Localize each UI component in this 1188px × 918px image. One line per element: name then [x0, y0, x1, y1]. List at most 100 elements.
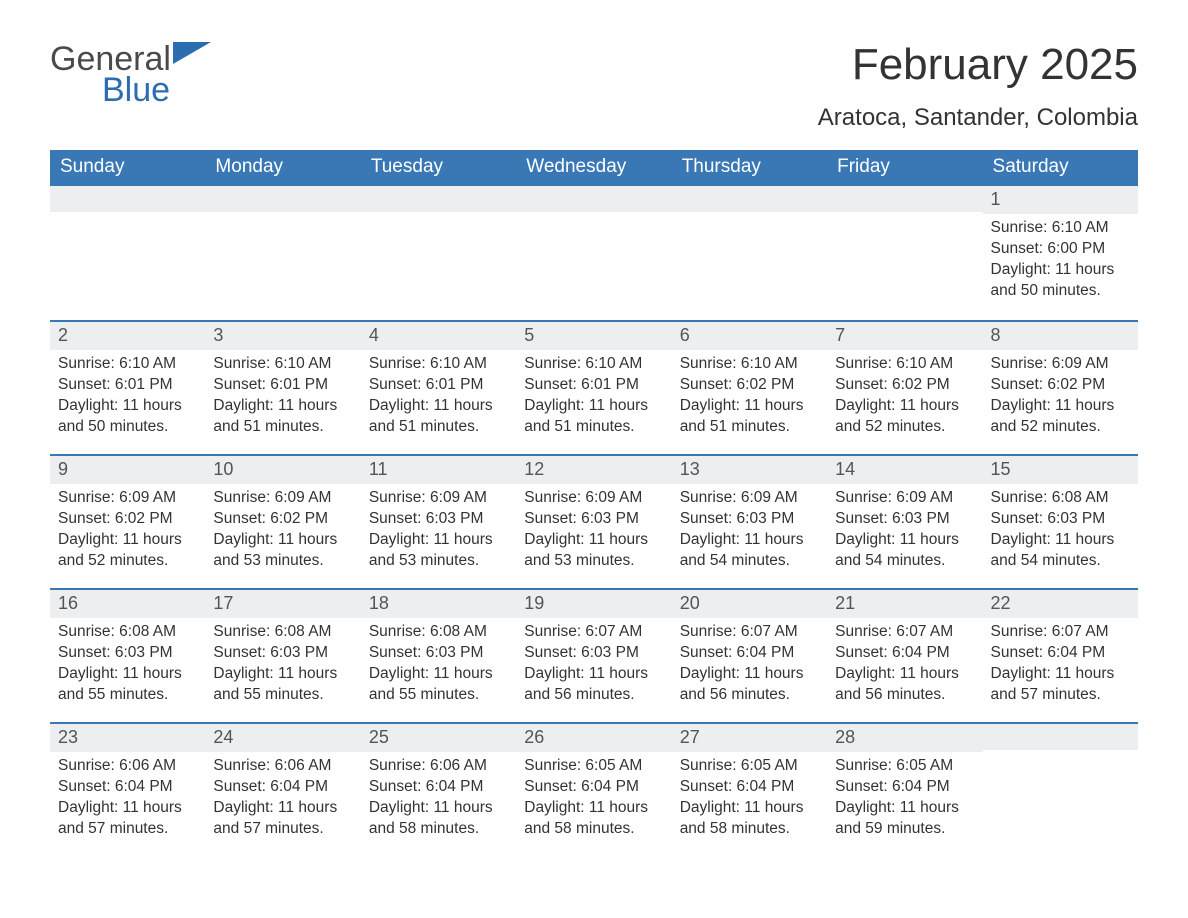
day-number: 16 — [50, 590, 205, 618]
day-body: Sunrise: 6:09 AMSunset: 6:03 PMDaylight:… — [672, 484, 827, 582]
daylight-text: Daylight: 11 hours and 53 minutes. — [369, 530, 508, 572]
sunset-text: Sunset: 6:02 PM — [991, 375, 1130, 396]
sunset-text: Sunset: 6:03 PM — [213, 643, 352, 664]
day-number: 8 — [983, 322, 1138, 350]
day-body — [516, 212, 671, 226]
day-body: Sunrise: 6:07 AMSunset: 6:04 PMDaylight:… — [827, 618, 982, 716]
day-body: Sunrise: 6:10 AMSunset: 6:00 PMDaylight:… — [983, 214, 1138, 312]
sunrise-text: Sunrise: 6:07 AM — [835, 622, 974, 643]
day-number: 25 — [361, 724, 516, 752]
sunset-text: Sunset: 6:02 PM — [680, 375, 819, 396]
sunset-text: Sunset: 6:03 PM — [58, 643, 197, 664]
daylight-text: Daylight: 11 hours and 56 minutes. — [524, 664, 663, 706]
sunset-text: Sunset: 6:03 PM — [369, 643, 508, 664]
day-number: 24 — [205, 724, 360, 752]
day-body — [983, 750, 1138, 764]
day-number: 17 — [205, 590, 360, 618]
calendar-day-cell: 24Sunrise: 6:06 AMSunset: 6:04 PMDayligh… — [205, 724, 360, 856]
calendar-day-cell: 17Sunrise: 6:08 AMSunset: 6:03 PMDayligh… — [205, 590, 360, 722]
calendar-day-cell: 26Sunrise: 6:05 AMSunset: 6:04 PMDayligh… — [516, 724, 671, 856]
day-body: Sunrise: 6:09 AMSunset: 6:02 PMDaylight:… — [205, 484, 360, 582]
sunrise-text: Sunrise: 6:05 AM — [835, 756, 974, 777]
weekday-header: Monday — [205, 150, 360, 186]
sunset-text: Sunset: 6:03 PM — [369, 509, 508, 530]
daylight-text: Daylight: 11 hours and 57 minutes. — [213, 798, 352, 840]
day-number — [205, 186, 360, 212]
calendar-day-cell — [50, 186, 205, 320]
header: General Blue February 2025 Aratoca, Sant… — [50, 40, 1138, 132]
day-number: 7 — [827, 322, 982, 350]
day-body: Sunrise: 6:09 AMSunset: 6:03 PMDaylight:… — [827, 484, 982, 582]
sunset-text: Sunset: 6:04 PM — [58, 777, 197, 798]
day-body — [361, 212, 516, 226]
day-number: 2 — [50, 322, 205, 350]
day-number — [983, 724, 1138, 750]
calendar-day-cell: 25Sunrise: 6:06 AMSunset: 6:04 PMDayligh… — [361, 724, 516, 856]
calendar-day-cell: 14Sunrise: 6:09 AMSunset: 6:03 PMDayligh… — [827, 456, 982, 588]
calendar-day-cell: 9Sunrise: 6:09 AMSunset: 6:02 PMDaylight… — [50, 456, 205, 588]
weeks-container: 1Sunrise: 6:10 AMSunset: 6:00 PMDaylight… — [50, 186, 1138, 856]
daylight-text: Daylight: 11 hours and 55 minutes. — [213, 664, 352, 706]
calendar-week-row: 23Sunrise: 6:06 AMSunset: 6:04 PMDayligh… — [50, 722, 1138, 856]
day-number: 1 — [983, 186, 1138, 214]
calendar-week-row: 2Sunrise: 6:10 AMSunset: 6:01 PMDaylight… — [50, 320, 1138, 454]
sunrise-text: Sunrise: 6:09 AM — [835, 488, 974, 509]
day-body: Sunrise: 6:10 AMSunset: 6:01 PMDaylight:… — [361, 350, 516, 448]
day-number: 15 — [983, 456, 1138, 484]
calendar-day-cell: 22Sunrise: 6:07 AMSunset: 6:04 PMDayligh… — [983, 590, 1138, 722]
daylight-text: Daylight: 11 hours and 51 minutes. — [680, 396, 819, 438]
day-number — [361, 186, 516, 212]
day-body: Sunrise: 6:09 AMSunset: 6:02 PMDaylight:… — [983, 350, 1138, 448]
sunrise-text: Sunrise: 6:10 AM — [524, 354, 663, 375]
day-number: 5 — [516, 322, 671, 350]
sunrise-text: Sunrise: 6:10 AM — [991, 218, 1130, 239]
calendar-day-cell: 5Sunrise: 6:10 AMSunset: 6:01 PMDaylight… — [516, 322, 671, 454]
day-body: Sunrise: 6:08 AMSunset: 6:03 PMDaylight:… — [361, 618, 516, 716]
sunset-text: Sunset: 6:04 PM — [835, 643, 974, 664]
calendar-day-cell: 18Sunrise: 6:08 AMSunset: 6:03 PMDayligh… — [361, 590, 516, 722]
daylight-text: Daylight: 11 hours and 54 minutes. — [680, 530, 819, 572]
day-number — [672, 186, 827, 212]
day-body: Sunrise: 6:10 AMSunset: 6:01 PMDaylight:… — [205, 350, 360, 448]
day-body: Sunrise: 6:07 AMSunset: 6:03 PMDaylight:… — [516, 618, 671, 716]
daylight-text: Daylight: 11 hours and 52 minutes. — [991, 396, 1130, 438]
sunset-text: Sunset: 6:03 PM — [680, 509, 819, 530]
day-number: 20 — [672, 590, 827, 618]
sunset-text: Sunset: 6:04 PM — [680, 643, 819, 664]
day-body — [205, 212, 360, 226]
daylight-text: Daylight: 11 hours and 54 minutes. — [835, 530, 974, 572]
sunset-text: Sunset: 6:02 PM — [58, 509, 197, 530]
weekday-header: Tuesday — [361, 150, 516, 186]
daylight-text: Daylight: 11 hours and 53 minutes. — [524, 530, 663, 572]
sunset-text: Sunset: 6:04 PM — [213, 777, 352, 798]
calendar-day-cell: 16Sunrise: 6:08 AMSunset: 6:03 PMDayligh… — [50, 590, 205, 722]
day-body: Sunrise: 6:10 AMSunset: 6:01 PMDaylight:… — [516, 350, 671, 448]
calendar-week-row: 1Sunrise: 6:10 AMSunset: 6:00 PMDaylight… — [50, 186, 1138, 320]
sunset-text: Sunset: 6:01 PM — [58, 375, 197, 396]
day-body — [827, 212, 982, 226]
sunset-text: Sunset: 6:02 PM — [835, 375, 974, 396]
weekday-header-row: Sunday Monday Tuesday Wednesday Thursday… — [50, 150, 1138, 186]
daylight-text: Daylight: 11 hours and 51 minutes. — [369, 396, 508, 438]
sunrise-text: Sunrise: 6:06 AM — [58, 756, 197, 777]
sunset-text: Sunset: 6:03 PM — [991, 509, 1130, 530]
day-number: 28 — [827, 724, 982, 752]
day-body: Sunrise: 6:07 AMSunset: 6:04 PMDaylight:… — [983, 618, 1138, 716]
day-body: Sunrise: 6:05 AMSunset: 6:04 PMDaylight:… — [672, 752, 827, 850]
calendar-day-cell: 6Sunrise: 6:10 AMSunset: 6:02 PMDaylight… — [672, 322, 827, 454]
calendar-day-cell: 23Sunrise: 6:06 AMSunset: 6:04 PMDayligh… — [50, 724, 205, 856]
day-body: Sunrise: 6:09 AMSunset: 6:03 PMDaylight:… — [516, 484, 671, 582]
sunset-text: Sunset: 6:00 PM — [991, 239, 1130, 260]
day-number: 4 — [361, 322, 516, 350]
day-body: Sunrise: 6:08 AMSunset: 6:03 PMDaylight:… — [205, 618, 360, 716]
calendar-day-cell: 10Sunrise: 6:09 AMSunset: 6:02 PMDayligh… — [205, 456, 360, 588]
sunset-text: Sunset: 6:03 PM — [835, 509, 974, 530]
calendar-day-cell: 2Sunrise: 6:10 AMSunset: 6:01 PMDaylight… — [50, 322, 205, 454]
sunset-text: Sunset: 6:04 PM — [991, 643, 1130, 664]
day-body: Sunrise: 6:06 AMSunset: 6:04 PMDaylight:… — [205, 752, 360, 850]
calendar-day-cell: 28Sunrise: 6:05 AMSunset: 6:04 PMDayligh… — [827, 724, 982, 856]
calendar-day-cell: 27Sunrise: 6:05 AMSunset: 6:04 PMDayligh… — [672, 724, 827, 856]
sunrise-text: Sunrise: 6:10 AM — [369, 354, 508, 375]
weekday-header: Thursday — [672, 150, 827, 186]
day-number: 6 — [672, 322, 827, 350]
